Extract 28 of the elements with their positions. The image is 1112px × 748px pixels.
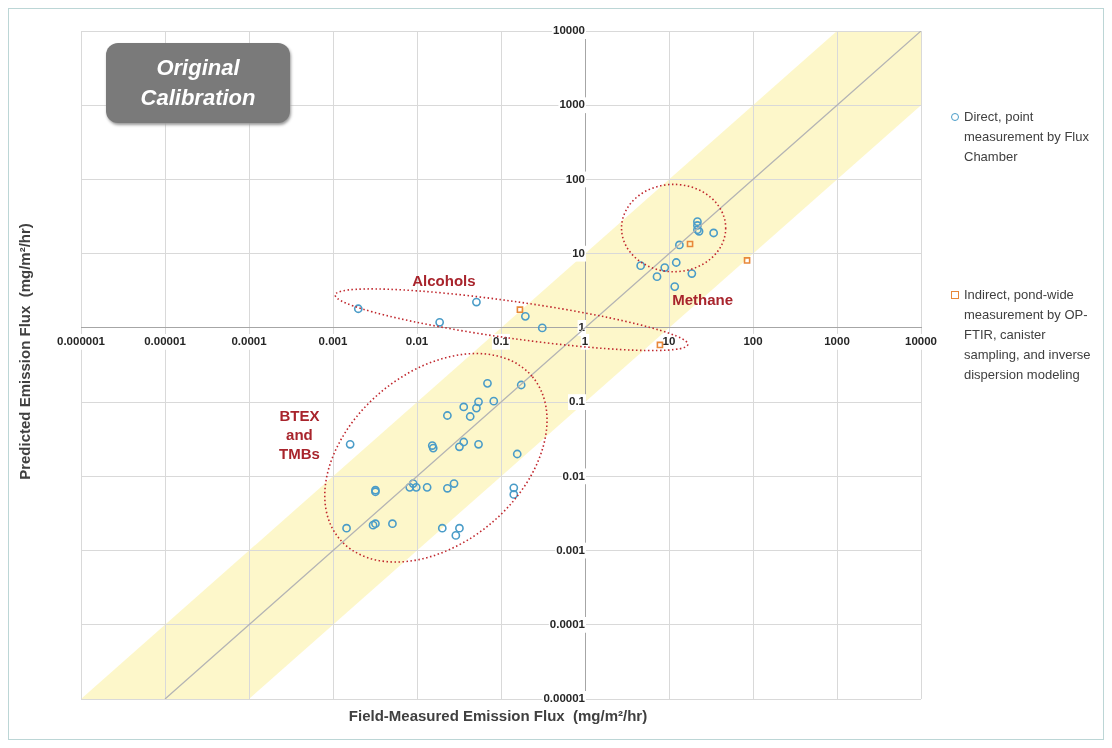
x-tick-label: 0.001	[318, 334, 348, 347]
x-tick-label: 10000	[905, 334, 937, 347]
x-tick-label: 0.1	[493, 334, 510, 347]
y-tick-label: 100	[565, 172, 585, 185]
y-tick-label: 10	[572, 246, 585, 259]
y-tick-label: 0.01	[562, 469, 586, 482]
y-tick-label: 1000	[559, 98, 585, 111]
text: Original Calibration	[106, 43, 290, 123]
legend-label: Indirect, pond-wide measurement by OP-FTIR, canister sampling, and inverse dispersion modeling	[964, 286, 1092, 384]
x-tick-label: 0.00001	[144, 334, 187, 347]
y-axis-title: Predicted Emission Flux (mg/m²/hr)	[15, 222, 33, 480]
x-tick-label: 0.000001	[57, 334, 106, 347]
x-tick-label: 0.01	[405, 334, 429, 347]
x-tick-label: 10	[662, 334, 676, 347]
x-tick-label: 100	[743, 334, 763, 347]
x-tick-label: 1000	[824, 334, 850, 347]
y-tick-label: 1	[578, 321, 586, 334]
y-tick-label: 0.00001	[543, 692, 586, 705]
annotation: BTEX and TMBs	[278, 406, 320, 462]
y-tick-label: 0.0001	[549, 617, 586, 630]
annotation: Alcohols	[412, 272, 476, 290]
x-tick-label: 0.0001	[231, 334, 268, 347]
annotation: Methane	[672, 291, 734, 309]
y-tick-label: 0.1	[569, 395, 586, 408]
x-axis-title: Field-Measured Emission Flux (mg/m²/hr)	[347, 707, 649, 724]
legend-label: Direct, point measurement by Flux Chamber	[964, 108, 1090, 166]
y-tick-label: 10000	[553, 24, 585, 37]
y-tick-label: 0.001	[556, 543, 586, 556]
